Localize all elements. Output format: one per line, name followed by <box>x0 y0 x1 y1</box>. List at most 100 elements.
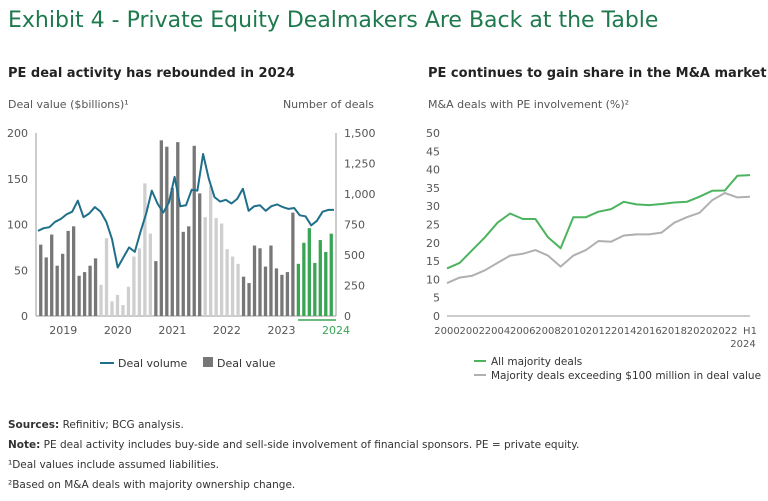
right-y-tick: 1,250 <box>344 158 376 171</box>
sources-text: Refinitiv; BCG analysis. <box>59 419 184 431</box>
deal-value-bar <box>307 228 311 316</box>
right-chart-title: PE continues to gain share in the M&A ma… <box>428 66 767 81</box>
right-chart-y-tick: 5 <box>433 292 440 305</box>
x-tick-label: 2022 <box>213 324 241 337</box>
deal-value-bar <box>329 233 333 316</box>
deal-value-bar <box>104 238 109 316</box>
deal-value-bar <box>159 140 163 316</box>
large-majority-deals-line <box>446 192 751 285</box>
deal-value-bar <box>225 249 229 316</box>
deal-value-bar <box>71 226 76 316</box>
x-tick-label: 2020 <box>104 324 132 337</box>
right-chart-x-tick: H1 <box>743 326 757 337</box>
right-y-tick: 250 <box>344 280 365 293</box>
deal-value-bar <box>252 245 257 316</box>
deal-value-bar <box>318 240 322 316</box>
deal-value-bar <box>137 248 142 316</box>
deal-value-bar <box>258 248 262 316</box>
legend-bar-swatch <box>203 357 213 367</box>
deal-value-bar <box>219 223 224 316</box>
deal-volume-line <box>37 153 334 269</box>
deal-value-bar <box>302 242 306 316</box>
deal-value-bar <box>192 145 196 316</box>
legend-large-deals: Majority deals exceeding $100 million in… <box>491 370 761 382</box>
left-y-tick: 50 <box>14 264 28 277</box>
deal-value-bar <box>61 253 65 316</box>
deal-value-bar <box>313 262 317 316</box>
deal-value-bar <box>181 231 185 316</box>
sources-label: Sources: <box>8 419 60 431</box>
right-chart: 0 5 10 15 20 25 30 35 40 45 50 2000 2002 2004 2006 2008… <box>426 127 761 382</box>
footnote-2: ²Based on M&A deals with majority owners… <box>8 479 296 491</box>
x-tick-label: 2021 <box>158 324 186 337</box>
deal-value-bar <box>263 266 268 316</box>
deal-value-bar <box>115 294 120 316</box>
left-chart-title: PE deal activity has rebounded in 2024 <box>8 66 295 81</box>
deal-value-bar <box>230 256 235 316</box>
deal-value-bar <box>132 256 136 316</box>
right-chart-x-tick: 2006 <box>510 326 535 337</box>
deal-value-bar <box>236 263 240 316</box>
deal-value-bar <box>44 257 48 316</box>
left-y-tick: 200 <box>7 127 28 140</box>
sources-note: Sources: Refinitiv; BCG analysis. <box>8 419 184 431</box>
footnote-1: ¹Deal values include assumed liabilities… <box>8 459 220 471</box>
left-y-tick: 100 <box>7 219 28 232</box>
legend-all-majority: All majority deals <box>491 356 582 368</box>
right-chart-y-tick: 35 <box>426 182 440 195</box>
right-chart-x-tick: 2014 <box>611 326 636 337</box>
x-tick-label: 2024 <box>322 324 350 337</box>
right-chart-y-tick: 0 <box>433 310 440 323</box>
legend-deal-volume: Deal volume <box>118 357 188 370</box>
deal-value-bar <box>148 233 153 316</box>
right-chart-x-tick: 2002 <box>460 326 485 337</box>
left-chart: 0 50 100 150 200 0 250 500 750 1,000 1,250 1,500 201… <box>7 127 376 370</box>
right-chart-x-tick: 2016 <box>636 326 661 337</box>
deal-value-bar <box>88 265 92 316</box>
x-tick-label: 2019 <box>49 324 77 337</box>
deal-value-bar <box>296 263 301 316</box>
general-note: Note: PE deal activity includes buy-side… <box>8 439 579 451</box>
deal-value-bar <box>285 272 290 316</box>
right-chart-x-tick: 2012 <box>586 326 611 337</box>
deal-value-bar <box>274 268 279 316</box>
note-label: Note: <box>8 439 41 451</box>
right-chart-y-tick: 25 <box>426 219 440 232</box>
deal-value-bar <box>291 212 295 316</box>
right-chart-y-tick: 30 <box>426 200 440 213</box>
right-chart-x-tick: 2004 <box>485 326 510 337</box>
x-tick-label: 2023 <box>267 324 295 337</box>
deal-value-bar <box>324 251 328 316</box>
left-y-tick: 150 <box>7 173 28 186</box>
right-chart-x-tick: 2018 <box>662 326 687 337</box>
right-chart-y-tick: 45 <box>426 145 440 158</box>
right-y-tick: 500 <box>344 249 365 262</box>
right-chart-y-tick: 40 <box>426 164 440 177</box>
deal-value-bar <box>50 234 54 316</box>
right-y-tick: 0 <box>344 310 351 323</box>
deal-value-bar <box>143 183 147 316</box>
right-chart-y-tick: 10 <box>426 273 440 286</box>
deal-value-bar <box>110 301 114 316</box>
page-title: Exhibit 4 - Private Equity Dealmakers Ar… <box>8 8 659 33</box>
deal-value-bar <box>203 217 207 316</box>
right-chart-y-tick: 15 <box>426 255 440 268</box>
note-text: PE deal activity includes buy-side and s… <box>40 439 580 451</box>
deal-value-bar <box>170 187 174 316</box>
right-chart-x-tick: 2022 <box>712 326 737 337</box>
deal-value-bar <box>165 146 169 316</box>
deal-value-bar <box>214 218 218 316</box>
deal-value-bar <box>126 286 131 316</box>
left-secondary-y-axis-label: Number of deals <box>282 98 374 111</box>
right-y-axis-label: M&A deals with PE involvement (%)² <box>428 98 630 111</box>
all-majority-deals-line <box>446 174 751 270</box>
right-y-tick: 1,500 <box>344 127 376 140</box>
deal-value-bar <box>241 276 246 316</box>
deal-value-bar <box>93 258 98 316</box>
deal-value-bar <box>198 193 202 316</box>
deal-value-bar <box>66 230 70 316</box>
right-chart-y-tick: 50 <box>426 127 440 140</box>
deal-value-bar <box>176 142 180 316</box>
deal-value-bar <box>269 245 273 316</box>
